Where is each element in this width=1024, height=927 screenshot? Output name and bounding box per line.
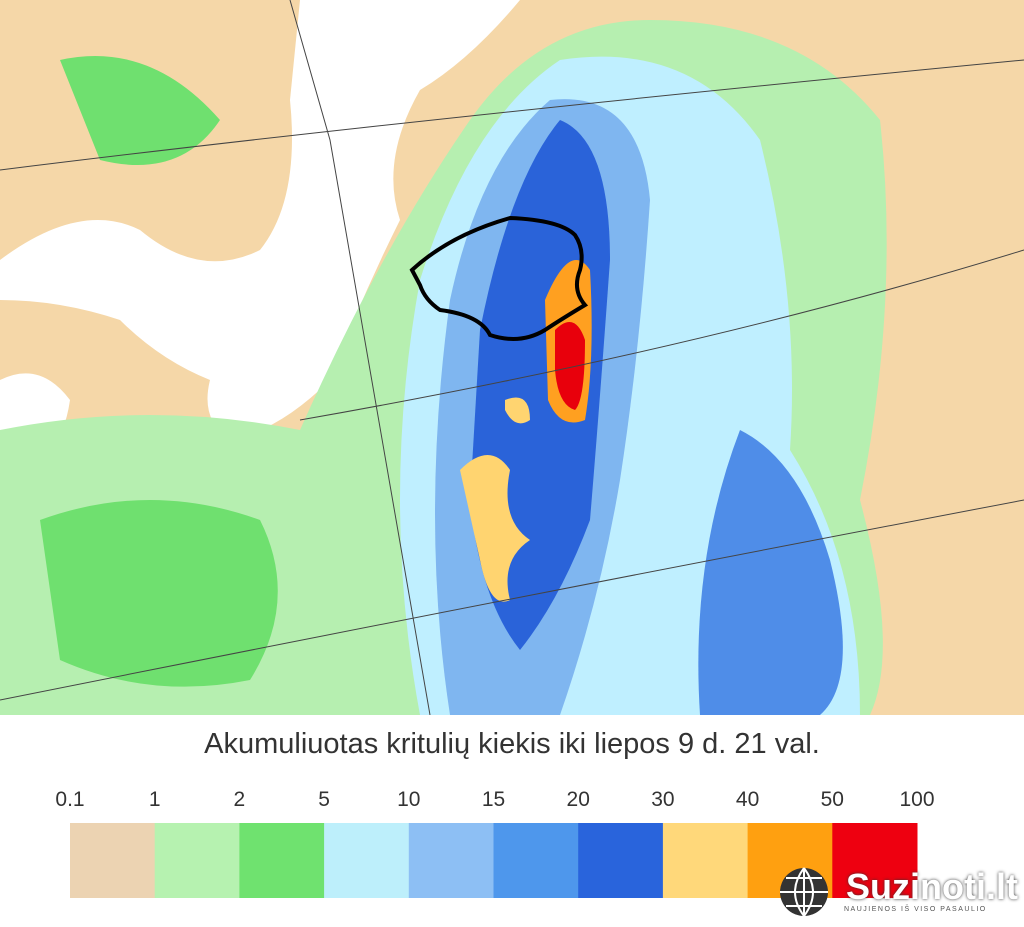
legend-swatch [832, 823, 918, 898]
legend-label: 30 [651, 788, 674, 811]
legend-label: 15 [482, 788, 505, 811]
legend-label: 50 [821, 788, 844, 811]
legend-label: 40 [736, 788, 759, 811]
legend-label: 2 [234, 788, 246, 811]
rain-area [555, 322, 585, 410]
graticule [0, 0, 1024, 715]
brand-tagline: NAUJIENOS IŠ VISO PASAULIO [844, 906, 987, 913]
legend-swatch [578, 823, 664, 898]
watermark: Suzinoti.lt NAUJIENOS IŠ VISO PASAULIO [778, 862, 1018, 922]
legend-label: 1 [149, 788, 161, 811]
legend-swatch [493, 823, 579, 898]
globe-icon [780, 867, 828, 917]
rain-area [698, 430, 843, 715]
legend-swatch [70, 823, 156, 898]
legend-swatch [324, 823, 410, 898]
brand-name: Suzinoti.lt [846, 866, 1018, 907]
map-title: Akumuliuotas kritulių kiekis iki liepos … [204, 728, 820, 760]
legend-swatch [408, 823, 494, 898]
lithuania-border [409, 215, 589, 341]
rain-area [40, 56, 278, 687]
legend-label: 20 [567, 788, 590, 811]
legend-label: 10 [397, 788, 420, 811]
legend-swatch [154, 823, 240, 898]
sea [0, 0, 520, 440]
legend-swatch [239, 823, 325, 898]
rain-area [460, 397, 530, 602]
legend-label: 0.1 [55, 788, 84, 811]
legend-label: 5 [318, 788, 330, 811]
legend-label: 100 [899, 788, 934, 811]
precipitation-map [0, 0, 1024, 715]
legend-swatch [662, 823, 749, 898]
